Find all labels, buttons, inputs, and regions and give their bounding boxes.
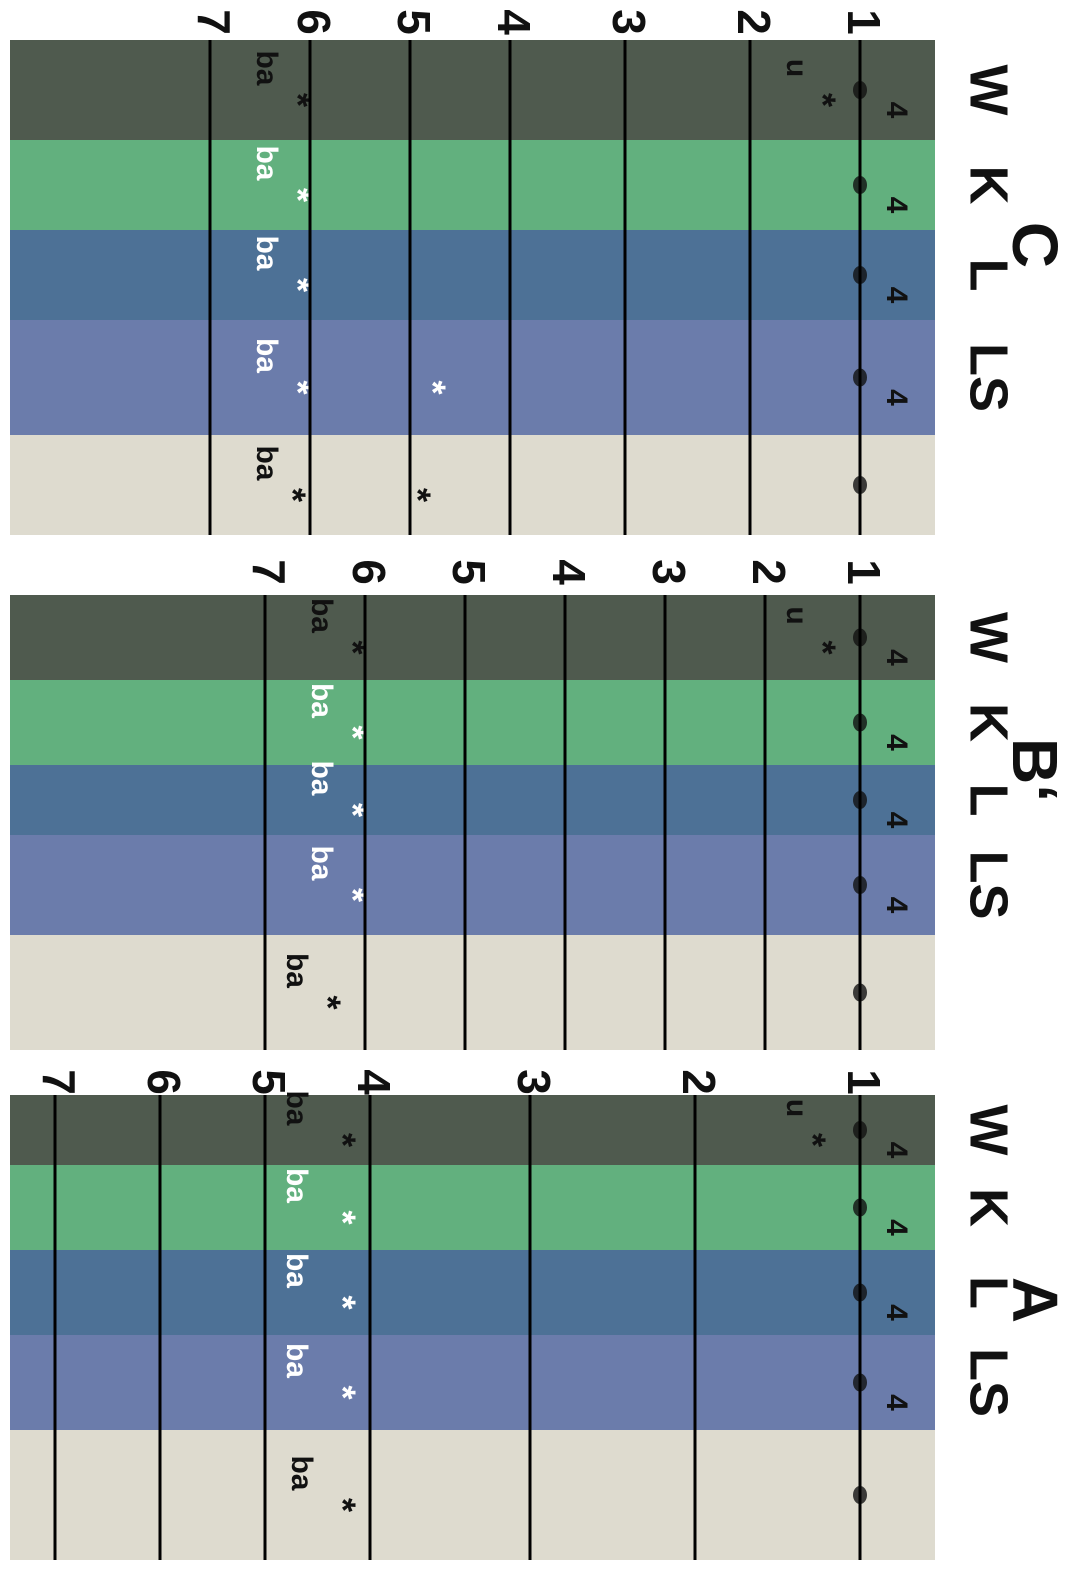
spot-label: * [272,488,313,502]
spot-label: 4 [880,197,913,214]
panel-label: B‘ [999,738,1065,802]
spot-label: * [322,1210,363,1224]
front-number: 6 [343,559,395,585]
front-number: 3 [508,1069,560,1095]
spot-label: 4 [880,102,913,119]
spot-label: 4 [880,389,913,406]
spot-label: ba [250,445,283,480]
spot-label: ba [250,235,283,270]
front-number: 1 [838,559,890,585]
spot-label: * [332,640,373,654]
spot-label: 4 [880,1219,913,1236]
tlc-strip [10,1165,935,1250]
front-number: 1 [838,9,890,35]
spot-label: ba [305,683,338,718]
spot-label: * [397,488,438,502]
spot-label: * [792,1133,833,1147]
spot-label: * [802,93,843,107]
lane-label: K [959,166,1019,205]
spot-label: ba [280,1343,313,1378]
spot-label: 4 [880,1142,913,1159]
panel-label: A [999,1277,1065,1323]
tlc-strip [10,1335,935,1430]
lane-label: K [959,703,1019,742]
lane-label: K [959,1188,1019,1227]
spot-label: * [332,888,373,902]
spot-label: * [277,278,318,292]
tlc-strip [10,680,935,765]
spot-label: 4 [880,812,913,829]
spot-label: ba [305,845,338,880]
spot-label: * [322,1385,363,1399]
front-number: 5 [443,559,495,585]
tlc-strip [10,230,935,320]
spot-label: ba [280,953,313,988]
spot-label: * [802,640,843,654]
front-number: 6 [138,1069,190,1095]
spot-label: 4 [880,649,913,666]
spot-label: 4 [880,734,913,751]
spot-label: ba [250,338,283,373]
front-number: 7 [243,559,295,585]
panel-label: C [999,222,1065,268]
spot-label: ba [280,1253,313,1288]
lane-label: W [959,612,1019,663]
front-number: 2 [728,9,780,35]
front-number: 2 [673,1069,725,1095]
front-number: 5 [388,9,440,35]
front-number: 6 [288,9,340,35]
tlc-strip [10,435,935,535]
front-number: 5 [243,1069,295,1095]
spot-label: * [277,380,318,394]
lane-label: LS [959,850,1019,919]
spot-label: * [277,93,318,107]
spot-label: 4 [880,897,913,914]
spot-label: ba [280,1090,313,1125]
tlc-strip [10,765,935,835]
front-number: 4 [348,1069,400,1095]
front-number: 3 [643,559,695,585]
front-number: 2 [743,559,795,585]
lane-label: LS [959,1348,1019,1417]
spot-label: ba [305,598,338,633]
tlc-strip [10,40,935,140]
spot-label: ba [285,1455,318,1490]
spot-label: 4 [880,1394,913,1411]
lane-label: LS [959,343,1019,412]
tlc-strip [10,320,935,435]
spot-label: * [322,1295,363,1309]
spot-label: * [307,995,348,1009]
spot-label: u [780,606,813,624]
spot-label: * [332,803,373,817]
spot-label: ba [250,50,283,85]
spot-label: * [322,1133,363,1147]
tlc-strip [10,835,935,935]
front-number: 7 [33,1069,85,1095]
spot-label: u [780,1099,813,1117]
lane-label: W [959,1105,1019,1156]
spot-label: * [332,725,373,739]
spot-label: u [780,59,813,77]
lane-label: W [959,65,1019,116]
front-number: 3 [603,9,655,35]
spot-label: ba [250,145,283,180]
tlc-strip [10,1250,935,1335]
tlc-strip [10,935,935,1050]
spot-label: * [412,380,453,394]
front-number: 7 [188,9,240,35]
front-number: 1 [838,1069,890,1095]
spot-label: ba [305,760,338,795]
spot-label: ba [280,1168,313,1203]
front-number: 4 [543,559,595,585]
spot-label: * [322,1498,363,1512]
front-number: 4 [488,9,540,35]
spot-label: 4 [880,287,913,304]
spot-label: * [277,188,318,202]
spot-label: 4 [880,1304,913,1321]
tlc-strip [10,140,935,230]
figure: Wba*u*4Kba*4Lba*4LSba**4ba**1234567CWba*… [0,0,1065,1574]
tlc-strip [10,1430,935,1560]
